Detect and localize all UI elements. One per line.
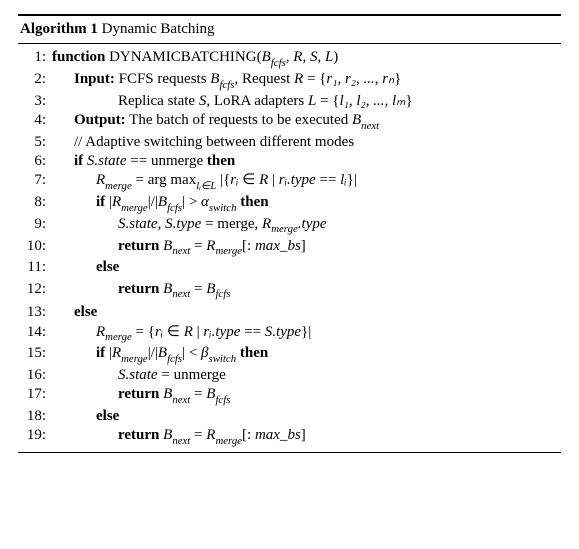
line-code: return Bnext = Rmerge[: max_bs] xyxy=(52,426,561,448)
algorithm-line: 10: return Bnext = Rmerge[: max_bs] xyxy=(18,237,561,259)
line-number: 18: xyxy=(18,407,52,426)
rule-top xyxy=(18,14,561,16)
line-code: Input: FCFS requests Bfcfs, Request R = … xyxy=(52,70,561,92)
algorithm-line: 12: return Bnext = Bfcfs xyxy=(18,278,561,304)
line-code: if |Rmerge|/|Bfcfs| < βswitch then xyxy=(52,344,561,366)
line-number: 5: xyxy=(18,133,52,152)
line-number: 17: xyxy=(18,385,52,407)
algorithm-line: 3: Replica state S, LoRA adapters L = {l… xyxy=(18,92,561,111)
line-code: else xyxy=(52,258,561,277)
line-code: return Bnext = Bfcfs xyxy=(52,278,561,304)
line-number: 12: xyxy=(18,278,52,304)
line-number: 7: xyxy=(18,171,52,193)
algorithm-line: 19: return Bnext = Rmerge[: max_bs] xyxy=(18,426,561,448)
rule-mid xyxy=(18,43,561,44)
algorithm-line: 18: else xyxy=(18,407,561,426)
algorithm-line: 1: function DYNAMICBATCHING(Bfcfs, R, S,… xyxy=(18,48,561,70)
algorithm-line: 16: S.state = unmerge xyxy=(18,366,561,385)
line-number: 14: xyxy=(18,323,52,345)
algorithm-line: 6: if S.state == unmerge then xyxy=(18,152,561,171)
line-code: Replica state S, LoRA adapters L = {l₁, … xyxy=(52,92,561,111)
algorithm-title-lead: Algorithm 1 xyxy=(20,21,98,37)
line-code: else xyxy=(52,407,561,426)
line-code: S.state = unmerge xyxy=(52,366,561,385)
algorithm-body: 1: function DYNAMICBATCHING(Bfcfs, R, S,… xyxy=(18,48,561,448)
algorithm-line: 7: Rmerge = arg maxlᵢ∈L |{rᵢ ∈ R | rᵢ.ty… xyxy=(18,171,561,193)
line-number: 3: xyxy=(18,92,52,111)
rule-bottom xyxy=(18,452,561,453)
line-number: 15: xyxy=(18,344,52,366)
line-number: 9: xyxy=(18,215,52,237)
line-code: return Bnext = Bfcfs xyxy=(52,385,561,407)
line-number: 8: xyxy=(18,193,52,215)
algorithm-line: 9: S.state, S.type = merge, Rmerge.type xyxy=(18,215,561,237)
algorithm-line: 17: return Bnext = Bfcfs xyxy=(18,385,561,407)
algorithm-line: 2: Input: FCFS requests Bfcfs, Request R… xyxy=(18,70,561,92)
line-number: 11: xyxy=(18,258,52,277)
line-number: 2: xyxy=(18,70,52,92)
algorithm-line: 13: else xyxy=(18,303,561,322)
algorithm-line: 4: Output: The batch of requests to be e… xyxy=(18,111,561,133)
line-number: 4: xyxy=(18,111,52,133)
line-code: else xyxy=(52,303,561,322)
line-number: 6: xyxy=(18,152,52,171)
line-code: Rmerge = {rᵢ ∈ R | rᵢ.type == S.type}| xyxy=(52,323,561,345)
algorithm-line: 5: // Adaptive switching between differe… xyxy=(18,133,561,152)
algorithm-line: 15: if |Rmerge|/|Bfcfs| < βswitch then xyxy=(18,344,561,366)
line-code: return Bnext = Rmerge[: max_bs] xyxy=(52,237,561,259)
algorithm-line: 14: Rmerge = {rᵢ ∈ R | rᵢ.type == S.type… xyxy=(18,323,561,345)
line-code: Rmerge = arg maxlᵢ∈L |{rᵢ ∈ R | rᵢ.type … xyxy=(52,171,561,193)
algorithm-title-rest: Dynamic Batching xyxy=(98,21,215,37)
algorithm-line: 11: else xyxy=(18,258,561,277)
line-code: S.state, S.type = merge, Rmerge.type xyxy=(52,215,561,237)
line-number: 16: xyxy=(18,366,52,385)
line-code: Output: The batch of requests to be exec… xyxy=(52,111,561,133)
line-number: 1: xyxy=(18,48,52,70)
line-code: function DYNAMICBATCHING(Bfcfs, R, S, L) xyxy=(52,48,561,70)
line-number: 19: xyxy=(18,426,52,448)
algorithm-title: Algorithm 1 Dynamic Batching xyxy=(18,18,561,41)
algorithm-line: 8: if |Rmerge|/|Bfcfs| > αswitch then xyxy=(18,193,561,215)
line-code: // Adaptive switching between different … xyxy=(52,133,561,152)
line-number: 10: xyxy=(18,237,52,259)
line-code: if |Rmerge|/|Bfcfs| > αswitch then xyxy=(52,193,561,215)
line-number: 13: xyxy=(18,303,52,322)
line-code: if S.state == unmerge then xyxy=(52,152,561,171)
